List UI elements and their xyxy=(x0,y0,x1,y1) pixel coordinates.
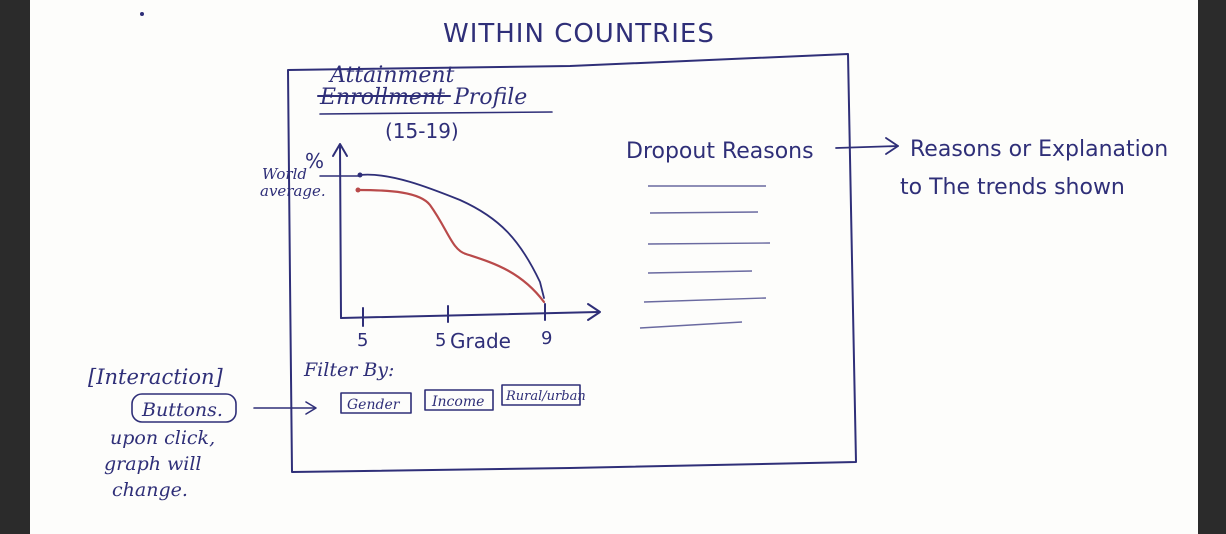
y-axis-arrowhead xyxy=(332,143,348,157)
dropout-reasons-label: Dropout Reasons xyxy=(626,139,814,164)
sketch-sheet: WITHIN COUNTRIES Attainment Enrollment P… xyxy=(30,0,1198,534)
dropout-reason-lines xyxy=(639,185,771,329)
dropout-reason-line xyxy=(649,211,759,214)
heading-underline xyxy=(319,111,553,115)
filter-button-income-frame xyxy=(424,389,494,411)
panel-frame xyxy=(287,53,857,473)
x-axis-arrowhead xyxy=(587,303,601,321)
heading-attainment: Attainment xyxy=(328,63,455,88)
explanation-arrowhead xyxy=(885,137,899,155)
world-average-line xyxy=(359,173,545,299)
buttons-note-frame xyxy=(131,393,237,423)
interaction-arrowhead xyxy=(305,401,317,415)
dropout-reason-line xyxy=(647,242,771,245)
interaction-note-line5: change. xyxy=(112,479,188,501)
filter-label: Filter By: xyxy=(303,359,394,381)
country-line xyxy=(356,188,546,304)
dropout-reason-line xyxy=(639,321,743,329)
world-average-label-line1: World xyxy=(262,165,307,183)
sketch-title: WITHIN COUNTRIES xyxy=(443,19,715,49)
interaction-note-line3: upon click, xyxy=(110,427,215,449)
filter-button-rural-urban[interactable]: Rural/urban xyxy=(501,384,586,406)
world-average-label-line2: average. xyxy=(260,182,326,200)
filter-button-gender[interactable]: Gender xyxy=(340,392,412,414)
interaction-note-line4: graph will xyxy=(104,453,202,475)
y-axis xyxy=(339,145,342,319)
stray-ink-dot xyxy=(140,12,144,16)
filter-button-income-label: Income xyxy=(431,394,484,410)
explanation-note-line1: Reasons or Explanation xyxy=(910,137,1168,162)
x-tick-label-3: 9 xyxy=(541,328,552,349)
explanation-arrow xyxy=(835,145,899,149)
heading-enrollment-struck: Enrollment xyxy=(319,85,445,110)
interaction-note-line2: Buttons. xyxy=(141,399,223,421)
filter-button-rural-urban-frame xyxy=(501,384,581,406)
x-axis-label: Grade xyxy=(450,329,511,353)
x-tick-label-2: 5 xyxy=(435,330,446,351)
age-range: (15-19) xyxy=(385,119,459,143)
dropout-reason-line xyxy=(647,270,753,274)
heading-profile: Profile xyxy=(453,85,527,110)
explanation-note-line2: to The trends shown xyxy=(900,175,1125,200)
interaction-note-line1: [Interaction] xyxy=(88,365,224,389)
x-tick-label-1: 5 xyxy=(357,330,368,351)
wireframe-sketch: WITHIN COUNTRIES Attainment Enrollment P… xyxy=(88,12,1168,501)
filter-button-gender-frame xyxy=(340,392,412,414)
dropout-reason-line xyxy=(643,297,767,303)
filter-button-rural-urban-label: Rural/urban xyxy=(505,389,586,404)
y-axis-label: % xyxy=(305,149,324,173)
x-axis xyxy=(340,311,599,319)
filter-button-income[interactable]: Income xyxy=(424,389,494,411)
filter-button-gender-label: Gender xyxy=(347,397,401,413)
